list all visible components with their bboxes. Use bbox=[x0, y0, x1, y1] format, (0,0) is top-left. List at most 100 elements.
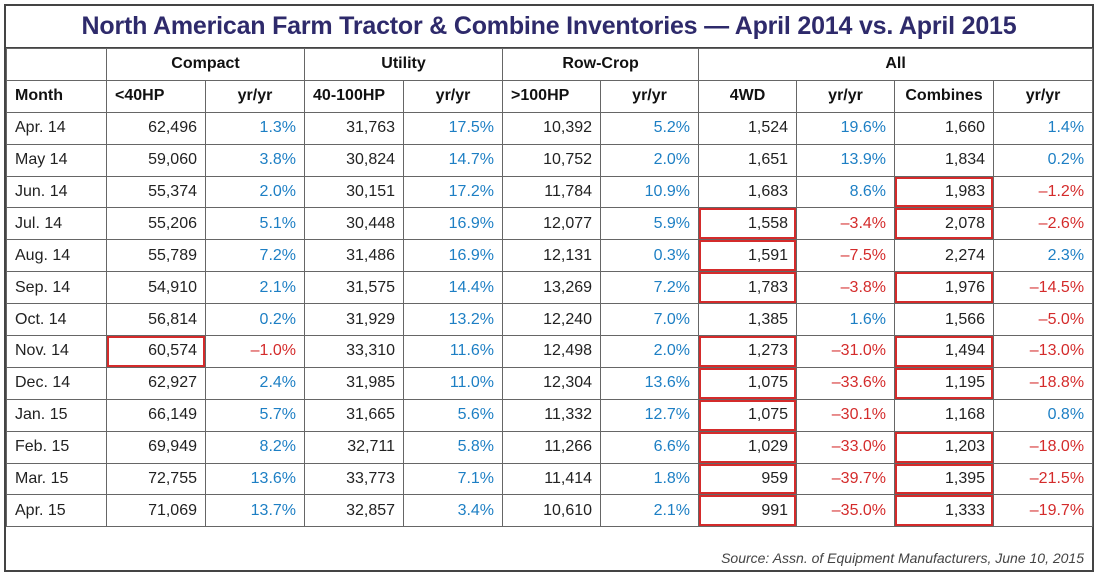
cell-under-40hp-yr-yr: 7.2% bbox=[204, 239, 306, 273]
table-row: Jan. 15 66,149 5.7% 31,665 5.6% 11,332 12.7% 1,… bbox=[6, 398, 1094, 432]
cell-40-100hp-yr-yr: 16.9% bbox=[403, 239, 504, 273]
table-row: Nov. 14 60,574 –1.0% 33,310 11.6% 12,498 2.0% 1… bbox=[6, 335, 1094, 368]
cell-under-40hp-yr-yr: 0.2% bbox=[204, 303, 306, 337]
cell-40-100hp: 33,773 bbox=[304, 462, 405, 496]
cell-4wd: 1,524 bbox=[698, 111, 798, 145]
column-header-combines: Combines bbox=[894, 79, 995, 113]
cell-under-40hp: 56,814 bbox=[106, 303, 206, 337]
cell-combines-yr-yr: 2.3% bbox=[993, 239, 1094, 273]
cell-over-100hp: 10,392 bbox=[502, 111, 602, 145]
cell-month: Apr. 14 bbox=[6, 111, 107, 145]
cell-over-100hp: 12,240 bbox=[502, 303, 602, 337]
cell-month: Apr. 15 bbox=[6, 494, 107, 528]
column-header-row: Month <40HP yr/yr 40-100HP yr/yr >100HP … bbox=[6, 79, 1094, 113]
cell-combines: 1,494 bbox=[894, 335, 995, 368]
column-header-yr-yr: yr/yr bbox=[993, 79, 1094, 113]
cell-40-100hp: 31,929 bbox=[304, 303, 405, 337]
table-row: Feb. 15 69,949 8.2% 32,711 5.8% 11,266 6.6% 1,0… bbox=[6, 430, 1094, 464]
cell-40-100hp-yr-yr: 7.1% bbox=[403, 462, 504, 496]
cell-under-40hp: 60,574 bbox=[106, 335, 206, 368]
cell-4wd-yr-yr: 13.9% bbox=[796, 143, 896, 177]
cell-40-100hp-yr-yr: 5.8% bbox=[403, 430, 504, 464]
cell-4wd-yr-yr: 8.6% bbox=[796, 175, 896, 209]
table-row: Dec. 14 62,927 2.4% 31,985 11.0% 12,304 13.6% 1… bbox=[6, 366, 1094, 400]
cell-4wd-yr-yr: –30.1% bbox=[796, 398, 896, 432]
cell-over-100hp-yr-yr: 0.3% bbox=[600, 239, 700, 273]
cell-40-100hp-yr-yr: 16.9% bbox=[403, 207, 504, 241]
cell-4wd-yr-yr: –3.4% bbox=[796, 207, 896, 241]
cell-4wd: 1,075 bbox=[698, 366, 798, 400]
table-row: May 14 59,060 3.8% 30,824 14.7% 10,752 2.0% 1,6… bbox=[6, 143, 1094, 177]
cell-combines-yr-yr: –21.5% bbox=[993, 462, 1094, 496]
cell-combines: 1,168 bbox=[894, 398, 995, 432]
cell-40-100hp-yr-yr: 3.4% bbox=[403, 494, 504, 528]
cell-4wd: 1,273 bbox=[698, 335, 798, 368]
cell-month: Jun. 14 bbox=[6, 175, 107, 209]
cell-under-40hp: 69,949 bbox=[106, 430, 206, 464]
cell-combines: 1,834 bbox=[894, 143, 995, 177]
table-row: Jul. 14 55,206 5.1% 30,448 16.9% 12,077 5.9% 1,… bbox=[6, 207, 1094, 241]
cell-4wd-yr-yr: 1.6% bbox=[796, 303, 896, 337]
cell-4wd: 1,683 bbox=[698, 175, 798, 209]
cell-under-40hp-yr-yr: 13.6% bbox=[204, 462, 306, 496]
cell-over-100hp-yr-yr: 12.7% bbox=[600, 398, 700, 432]
cell-under-40hp: 55,206 bbox=[106, 207, 206, 241]
group-header-row: Compact Utility Row-Crop All bbox=[6, 48, 1094, 81]
cell-under-40hp: 71,069 bbox=[106, 494, 206, 528]
table-row: Apr. 15 71,069 13.7% 32,857 3.4% 10,610 2.1% 99… bbox=[6, 494, 1094, 528]
column-header-yr-yr: yr/yr bbox=[600, 79, 700, 113]
cell-under-40hp-yr-yr: 13.7% bbox=[204, 494, 306, 528]
cell-40-100hp-yr-yr: 11.0% bbox=[403, 366, 504, 400]
inventory-table-frame: North American Farm Tractor & Combine In… bbox=[4, 4, 1094, 572]
cell-under-40hp-yr-yr: 2.4% bbox=[204, 366, 306, 400]
table-row: Apr. 14 62,496 1.3% 31,763 17.5% 10,392 5.2% 1,… bbox=[6, 111, 1094, 145]
cell-month: Sep. 14 bbox=[6, 271, 107, 305]
cell-40-100hp-yr-yr: 14.7% bbox=[403, 143, 504, 177]
cell-combines: 1,195 bbox=[894, 366, 995, 400]
cell-under-40hp-yr-yr: 8.2% bbox=[204, 430, 306, 464]
cell-4wd-yr-yr: –31.0% bbox=[796, 335, 896, 368]
cell-month: Jan. 15 bbox=[6, 398, 107, 432]
table-row: Jun. 14 55,374 2.0% 30,151 17.2% 11,784 10.9% 1… bbox=[6, 175, 1094, 209]
column-header-month: Month bbox=[6, 79, 107, 113]
cell-under-40hp-yr-yr: 2.1% bbox=[204, 271, 306, 305]
cell-40-100hp-yr-yr: 11.6% bbox=[403, 335, 504, 368]
group-header-compact: Compact bbox=[105, 48, 306, 81]
cell-combines-yr-yr: –18.0% bbox=[993, 430, 1094, 464]
cell-over-100hp-yr-yr: 1.8% bbox=[600, 462, 700, 496]
cell-4wd: 991 bbox=[698, 494, 798, 528]
cell-over-100hp: 11,414 bbox=[502, 462, 602, 496]
cell-4wd: 1,651 bbox=[698, 143, 798, 177]
cell-under-40hp-yr-yr: –1.0% bbox=[204, 335, 306, 368]
cell-combines-yr-yr: –14.5% bbox=[993, 271, 1094, 305]
cell-over-100hp-yr-yr: 13.6% bbox=[600, 366, 700, 400]
cell-combines: 1,203 bbox=[894, 430, 995, 464]
cell-under-40hp: 59,060 bbox=[106, 143, 206, 177]
group-header-utility: Utility bbox=[304, 48, 504, 81]
cell-combines: 2,078 bbox=[894, 207, 995, 241]
cell-combines-yr-yr: –19.7% bbox=[993, 494, 1094, 528]
cell-combines-yr-yr: –13.0% bbox=[993, 335, 1094, 368]
cell-combines-yr-yr: 1.4% bbox=[993, 111, 1094, 145]
cell-under-40hp: 55,789 bbox=[106, 239, 206, 273]
cell-4wd: 1,029 bbox=[698, 430, 798, 464]
cell-4wd-yr-yr: –39.7% bbox=[796, 462, 896, 496]
cell-40-100hp-yr-yr: 13.2% bbox=[403, 303, 504, 337]
cell-combines-yr-yr: –5.0% bbox=[993, 303, 1094, 337]
group-header-all: All bbox=[698, 48, 1094, 81]
cell-40-100hp-yr-yr: 17.2% bbox=[403, 175, 504, 209]
cell-4wd-yr-yr: –33.6% bbox=[796, 366, 896, 400]
table-row: Sep. 14 54,910 2.1% 31,575 14.4% 13,269 7.2% 1,… bbox=[6, 271, 1094, 305]
cell-combines: 1,660 bbox=[894, 111, 995, 145]
cell-under-40hp: 54,910 bbox=[106, 271, 206, 305]
column-header-under-40hp: <40HP bbox=[106, 79, 206, 113]
cell-under-40hp: 62,927 bbox=[106, 366, 206, 400]
cell-40-100hp: 30,824 bbox=[304, 143, 405, 177]
cell-under-40hp: 72,755 bbox=[106, 462, 206, 496]
cell-combines-yr-yr: –2.6% bbox=[993, 207, 1094, 241]
cell-over-100hp: 12,077 bbox=[502, 207, 602, 241]
cell-over-100hp-yr-yr: 7.0% bbox=[600, 303, 700, 337]
cell-combines-yr-yr: 0.2% bbox=[993, 143, 1094, 177]
cell-40-100hp: 31,665 bbox=[304, 398, 405, 432]
cell-combines: 1,976 bbox=[894, 271, 995, 305]
